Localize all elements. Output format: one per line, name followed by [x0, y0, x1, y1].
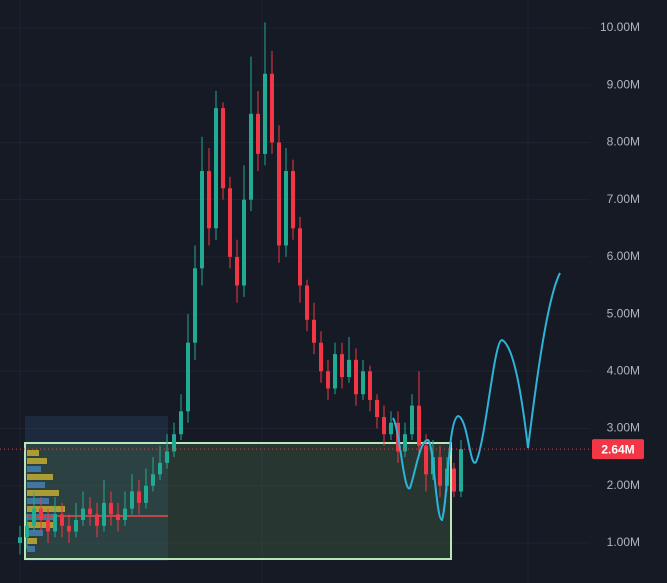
profile-bar: [27, 482, 45, 488]
candle-body: [298, 228, 302, 286]
candle-body: [116, 514, 120, 521]
candle-body: [207, 171, 211, 229]
y-tick-label: 8.00M: [607, 135, 640, 149]
candle-body: [228, 188, 232, 257]
candle-body: [67, 525, 71, 532]
y-tick-label: 5.00M: [607, 306, 640, 320]
candle-body: [165, 451, 169, 463]
profile-bar: [27, 450, 39, 456]
candle-body: [452, 468, 456, 492]
profile-bar: [27, 490, 59, 496]
candle-body: [130, 491, 134, 509]
candle-body: [18, 537, 22, 543]
candle-body: [249, 113, 253, 200]
candle-body: [354, 359, 358, 395]
y-tick-label: 9.00M: [607, 77, 640, 91]
candle-body: [410, 405, 414, 435]
candle-body: [333, 354, 337, 389]
profile-bar: [27, 506, 65, 512]
candle-body: [123, 508, 127, 521]
candle-body: [88, 508, 92, 515]
profile-bar: [27, 466, 41, 472]
candle-body: [39, 508, 43, 521]
projection-drawing: [392, 272, 561, 522]
profile-bar: [27, 498, 49, 504]
candle-body: [151, 474, 155, 486]
candle-body: [74, 520, 78, 532]
candle-body: [277, 142, 281, 246]
candle-body: [102, 502, 106, 526]
y-tick-label: 7.00M: [607, 192, 640, 206]
candle-body: [284, 171, 288, 246]
candle-body: [60, 514, 64, 526]
range-box: [24, 442, 452, 560]
candle-body: [375, 399, 379, 418]
y-tick-label: 3.00M: [607, 421, 640, 435]
candle-body: [186, 342, 190, 412]
candle-body: [368, 371, 372, 400]
candle-body: [417, 405, 421, 446]
last-price-box: [592, 439, 644, 460]
candle-body: [305, 285, 309, 320]
candle-body: [144, 485, 148, 503]
candle-body: [221, 108, 225, 189]
profile-bar: [27, 474, 53, 480]
candle-body: [319, 342, 323, 372]
candle-body: [382, 417, 386, 435]
candle-body: [53, 514, 57, 532]
candle-body: [179, 411, 183, 435]
profile-bar: [27, 458, 47, 464]
candle-body: [25, 525, 29, 538]
last-price-label: 2.64M: [601, 442, 634, 456]
profile-bar: [27, 530, 43, 536]
candle-body: [263, 73, 267, 154]
candle-body: [81, 508, 85, 521]
candle-body: [340, 354, 344, 378]
y-tick-label: 4.00M: [607, 363, 640, 377]
candle-body: [438, 457, 442, 486]
candle-body: [256, 113, 260, 154]
y-tick-label: 10.00M: [600, 20, 640, 34]
candle-body: [291, 171, 295, 229]
candle-body: [193, 268, 197, 343]
candles: [18, 22, 463, 555]
candle-body: [137, 491, 141, 503]
candle-body: [312, 319, 316, 343]
candle-body: [326, 371, 330, 389]
candle-body: [200, 171, 204, 269]
candle-body: [46, 520, 50, 532]
y-tick-label: 6.00M: [607, 249, 640, 263]
candle-body: [424, 445, 428, 475]
candle-body: [389, 422, 393, 435]
candle-body: [32, 508, 36, 526]
profile-bar: [27, 546, 35, 552]
candle-body: [242, 199, 246, 286]
profile-bar: [27, 538, 37, 544]
candle-body: [235, 256, 239, 286]
candle-body: [109, 502, 113, 515]
y-tick-label: 2.00M: [607, 478, 640, 492]
y-tick-label: 1.00M: [607, 535, 640, 549]
candle-body: [214, 108, 218, 229]
candle-body: [172, 434, 176, 452]
candle-body: [270, 73, 274, 143]
candle-body: [361, 371, 365, 395]
candle-body: [347, 359, 351, 378]
candle-body: [158, 462, 162, 475]
candle-body: [95, 514, 99, 526]
candle-body: [459, 449, 463, 492]
price-axis: 1.00M 2.00M 3.00M 4.00M 5.00M 6.00M 7.00M 8.00M…: [0, 20, 644, 549]
candle-body: [403, 434, 407, 452]
